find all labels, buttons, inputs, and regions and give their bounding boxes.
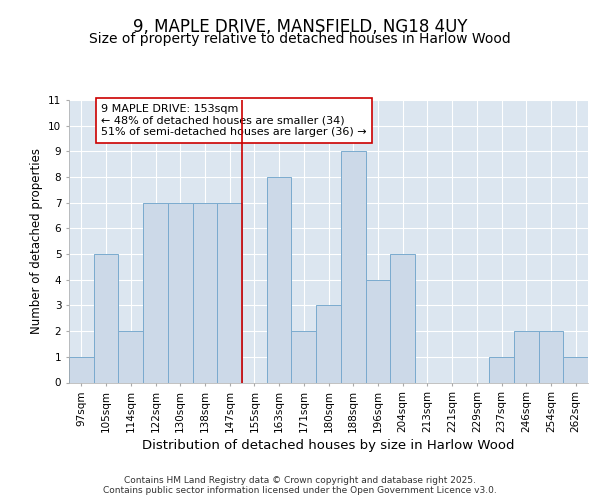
Bar [143,202,168,382]
Text: Contains HM Land Registry data © Crown copyright and database right 2025.
Contai: Contains HM Land Registry data © Crown c… [103,476,497,495]
Y-axis label: Number of detached properties: Number of detached properties [29,148,43,334]
Bar [193,202,217,382]
Bar [168,202,193,382]
Text: 9, MAPLE DRIVE, MANSFIELD, NG18 4UY: 9, MAPLE DRIVE, MANSFIELD, NG18 4UY [133,18,467,36]
Bar [365,280,390,382]
Bar [69,357,94,382]
Text: Size of property relative to detached houses in Harlow Wood: Size of property relative to detached ho… [89,32,511,46]
Bar [390,254,415,382]
Bar [316,306,341,382]
Bar [341,152,365,382]
Bar [292,331,316,382]
Text: 9 MAPLE DRIVE: 153sqm
← 48% of detached houses are smaller (34)
51% of semi-deta: 9 MAPLE DRIVE: 153sqm ← 48% of detached … [101,104,367,137]
Bar [94,254,118,382]
Bar [267,177,292,382]
Bar [514,331,539,382]
Bar [217,202,242,382]
Bar [563,357,588,382]
X-axis label: Distribution of detached houses by size in Harlow Wood: Distribution of detached houses by size … [142,439,515,452]
Bar [539,331,563,382]
Bar [489,357,514,382]
Bar [118,331,143,382]
